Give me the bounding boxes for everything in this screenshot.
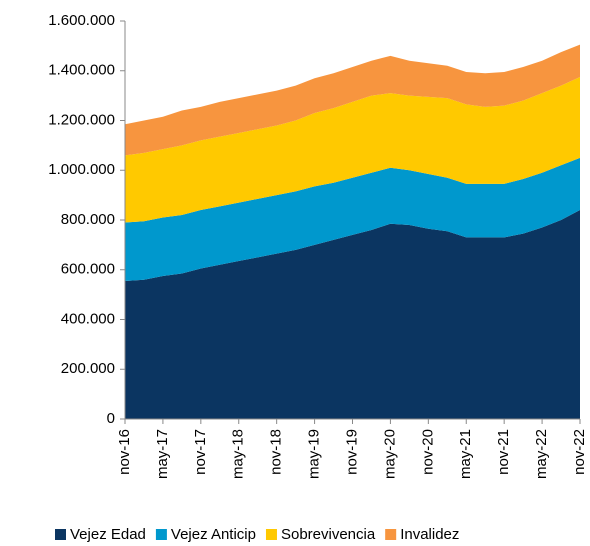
legend-item: Vejez Anticip — [155, 526, 256, 543]
y-tick-label: 600.000 — [61, 261, 115, 278]
legend-item: Sobrevivencia — [265, 526, 376, 543]
x-tick-label: may-19 — [306, 429, 323, 479]
y-tick-label: 1.400.000 — [48, 62, 115, 79]
y-tick-label: 1.200.000 — [48, 111, 115, 128]
legend-item: Vejez Edad — [55, 526, 146, 543]
x-tick-label: may-21 — [457, 429, 474, 479]
area — [125, 44, 580, 156]
legend-swatch — [155, 529, 167, 540]
legend-item: Invalidez — [385, 526, 459, 543]
x-tick-label: nov-22 — [571, 429, 588, 475]
x-tick-label: may-22 — [533, 429, 550, 479]
x-tick-label: nov-19 — [343, 429, 360, 475]
area — [125, 210, 580, 419]
area — [125, 76, 580, 223]
x-tick-label: nov-16 — [116, 429, 133, 475]
y-tick-label: 800.000 — [61, 211, 115, 228]
y-tick-label: 1.600.000 — [48, 12, 115, 29]
x-tick-label: may-17 — [154, 429, 171, 479]
legend-label: Invalidez — [400, 526, 459, 543]
x-tick-label: nov-17 — [192, 429, 209, 475]
legend-label: Sobrevivencia — [281, 526, 376, 543]
legend-swatch — [385, 529, 397, 540]
y-tick-label: 1.000.000 — [48, 161, 115, 178]
y-tick-label: 400.000 — [61, 310, 115, 327]
x-tick-label: may-20 — [381, 429, 398, 479]
x-tick-label: nov-21 — [495, 429, 512, 475]
legend-label: Vejez Anticip — [171, 526, 256, 543]
legend-swatch — [265, 529, 277, 540]
area — [125, 157, 580, 281]
legend-label: Vejez Edad — [70, 526, 146, 543]
x-tick-label: may-18 — [230, 429, 247, 479]
y-tick-label: 0 — [107, 410, 115, 427]
x-tick-label: nov-18 — [268, 429, 285, 475]
y-tick-label: 200.000 — [61, 360, 115, 377]
legend-swatch — [55, 529, 66, 540]
x-tick-label: nov-20 — [419, 429, 436, 475]
